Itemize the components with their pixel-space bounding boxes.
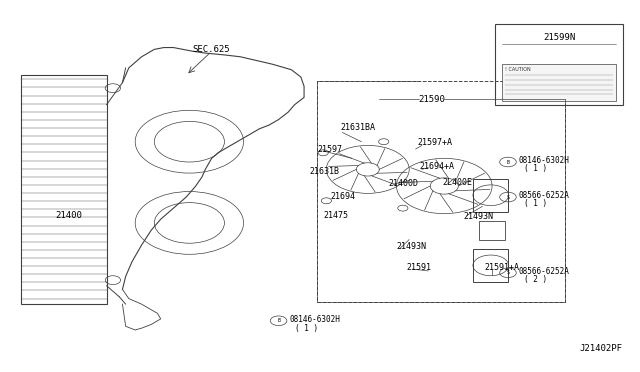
Text: B: B [277, 318, 280, 323]
Text: 21694: 21694 [330, 192, 355, 201]
Text: 21597+A: 21597+A [417, 138, 452, 147]
Text: 08566-6252A: 08566-6252A [519, 267, 570, 276]
Text: J21402PF: J21402PF [580, 344, 623, 353]
Text: ( 1 ): ( 1 ) [524, 199, 547, 208]
Text: S: S [506, 195, 509, 199]
Text: 21493N: 21493N [396, 243, 426, 251]
Text: ! CAUTION: ! CAUTION [505, 67, 531, 72]
Text: 21493N: 21493N [463, 212, 493, 221]
Text: 21631BA: 21631BA [340, 123, 376, 132]
Text: ( 1 ): ( 1 ) [524, 164, 547, 173]
Bar [473, 179, 508, 212]
Text: 21400: 21400 [55, 211, 82, 220]
Text: SEC.625: SEC.625 [193, 45, 230, 54]
Text: 21631B: 21631B [309, 167, 339, 176]
Bar [479, 221, 505, 240]
Bar [20, 75, 106, 304]
Text: 2L400E: 2L400E [442, 178, 472, 187]
Text: 21400D: 21400D [389, 179, 419, 187]
Text: S: S [506, 270, 509, 275]
Bar [495, 23, 623, 105]
Text: 21597: 21597 [317, 145, 342, 154]
Text: ( 1 ): ( 1 ) [294, 324, 317, 333]
Text: ( 2 ): ( 2 ) [524, 275, 547, 283]
Text: 21591+A: 21591+A [484, 263, 520, 272]
Text: 21475: 21475 [324, 211, 349, 220]
Text: 21694+A: 21694+A [419, 162, 454, 171]
Text: 08566-6252A: 08566-6252A [519, 192, 570, 201]
Text: B: B [506, 160, 509, 164]
Text: 21599N: 21599N [543, 33, 575, 42]
Text: 08146-6302H: 08146-6302H [519, 156, 570, 166]
Text: 21591: 21591 [406, 263, 431, 272]
Text: 08146-6302H: 08146-6302H [289, 315, 340, 324]
Bar [502, 64, 616, 101]
Bar [473, 249, 508, 282]
Text: 21590: 21590 [419, 95, 445, 104]
Bar [317, 81, 565, 302]
